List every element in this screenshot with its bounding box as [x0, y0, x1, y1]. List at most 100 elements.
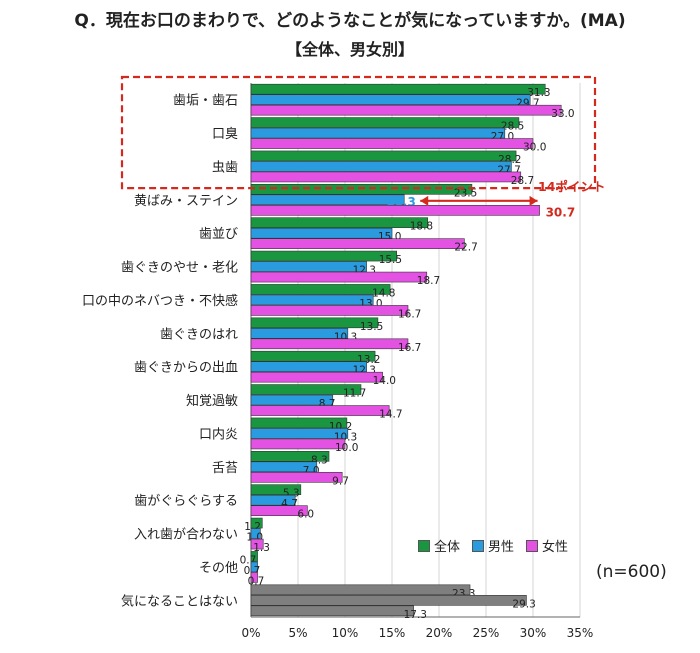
legend-label-male: 男性: [488, 540, 515, 555]
bar-male: [250, 294, 374, 306]
x-tick-label: 25%: [473, 626, 500, 640]
data-label: 10.0: [335, 442, 358, 454]
bar-female: [250, 338, 409, 350]
bar-male: [250, 161, 512, 172]
category-label: 歯ぐきからの出血: [134, 361, 238, 376]
bar-total: [250, 350, 376, 362]
bar-male: [250, 428, 349, 439]
bar-total: [250, 484, 302, 495]
bar-female: [250, 405, 390, 416]
bar-female: [250, 238, 465, 249]
bar-female: [250, 505, 308, 516]
category-label: 歯ぐきのはれ: [160, 327, 238, 342]
chart-title: Q．現在お口のまわりで、どのようなことが気になっていますか。(MA): [74, 11, 626, 31]
bar-male: [250, 227, 393, 239]
bar-male: [250, 461, 318, 473]
bar-male: [250, 361, 367, 372]
bar-female: [250, 605, 414, 617]
category-label: 黄ばみ・ステイン: [134, 194, 238, 209]
bar-female: [250, 138, 534, 149]
data-label: 30.0: [523, 142, 546, 154]
bar-total: [250, 83, 546, 95]
bar-female: [250, 104, 562, 116]
category-label: 気になることはない: [121, 593, 238, 609]
category-label: 口の中のネバつき・不快感: [82, 293, 238, 309]
bar-total: [250, 417, 348, 429]
bar-total: [250, 551, 258, 562]
legend-label-total: 全体: [434, 540, 461, 555]
bar-female: [250, 472, 343, 483]
gap-arrow-left-head: [420, 195, 429, 206]
legend-swatch-male: [472, 539, 485, 552]
bar-male: [250, 561, 258, 573]
bar-male: [250, 194, 405, 206]
data-label: 0.7: [248, 575, 265, 587]
category-label: 虫歯: [212, 160, 238, 175]
category-label: 歯垢・歯石: [173, 94, 238, 109]
data-label: 30.7: [546, 205, 576, 219]
legend-item-female: 女性: [526, 536, 568, 555]
category-label: 入れ歯が合わない: [134, 528, 238, 543]
bar-total: [250, 451, 330, 462]
data-label: 29.3: [512, 598, 535, 610]
bar-total: [250, 317, 379, 329]
x-tick-label: 0%: [241, 626, 260, 640]
data-label: 15.5: [379, 254, 402, 266]
x-tick-label: 5%: [288, 626, 307, 640]
bar-male: [250, 494, 296, 506]
bar-female: [250, 438, 346, 450]
highlight-box: [120, 75, 597, 190]
data-label: 22.7: [454, 242, 477, 254]
x-tick-label: 15%: [379, 626, 406, 640]
bar-female: [250, 538, 264, 550]
bar-female: [250, 371, 383, 383]
x-tick-label: 10%: [332, 626, 359, 640]
data-label: 16.7: [398, 342, 421, 354]
x-tick-label: 20%: [426, 626, 453, 640]
data-label: 11.7: [343, 388, 366, 400]
data-label: 28.5: [501, 121, 524, 133]
data-label: 18.8: [410, 221, 433, 233]
data-label: 33.0: [551, 108, 574, 120]
data-label: 16.7: [398, 308, 421, 320]
legend-swatch-female: [526, 539, 539, 552]
data-label: 31.3: [527, 87, 550, 99]
bar-total: [250, 217, 429, 228]
bar-total: [250, 584, 471, 596]
category-label: 歯ぐきのやせ・老化: [121, 261, 238, 276]
bar-male: [250, 394, 334, 406]
category-label: 口臭: [212, 127, 238, 142]
x-tick-label: 35%: [567, 626, 594, 640]
data-label: 1.3: [253, 542, 270, 554]
bar-female: [250, 171, 522, 183]
category-label: 歯並び: [199, 227, 238, 242]
legend-label-female: 女性: [542, 540, 569, 555]
data-label: 28.7: [511, 175, 534, 187]
bar-male: [250, 261, 367, 272]
bar-total: [250, 517, 263, 529]
data-label: 6.0: [297, 509, 314, 521]
data-label: 14.7: [379, 409, 402, 421]
category-label: 口内炎: [199, 426, 238, 442]
bar-female: [250, 572, 258, 583]
bar-female: [250, 271, 428, 283]
bar-male: [250, 595, 527, 606]
gap-arrow-right-head: [529, 195, 538, 206]
data-label: 17.3: [404, 609, 427, 621]
bar-female: [250, 305, 409, 316]
x-tick-label: 30%: [520, 626, 547, 640]
sample-size-note: (n=600): [596, 562, 667, 582]
bar-total: [250, 250, 397, 262]
category-label: その他: [199, 561, 238, 576]
category-label: 歯がぐらぐらする: [134, 494, 238, 509]
chart-subtitle: 【全体、男女別】: [285, 40, 414, 59]
legend-swatch-total: [418, 539, 430, 552]
data-label: 23.5: [454, 187, 477, 199]
legend-item-male: 男性: [472, 536, 514, 555]
data-label: 9.7: [332, 475, 349, 487]
data-label: 14.0: [373, 375, 396, 387]
bar-male: [250, 127, 506, 139]
bar-male: [250, 94, 531, 105]
bar-total: [250, 150, 517, 162]
bar-total: [250, 284, 391, 295]
